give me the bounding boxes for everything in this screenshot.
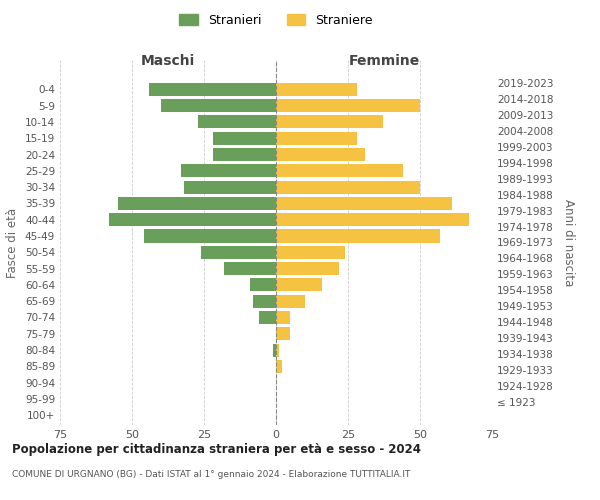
Bar — [273, 344, 276, 356]
Bar — [276, 344, 279, 356]
Bar — [201, 246, 276, 259]
Bar — [276, 230, 440, 242]
Bar — [276, 360, 282, 373]
Bar — [224, 262, 276, 275]
Bar — [212, 132, 276, 144]
Y-axis label: Fasce di età: Fasce di età — [7, 208, 19, 278]
Bar — [198, 116, 276, 128]
Bar — [181, 164, 276, 177]
Bar — [276, 148, 365, 161]
Text: COMUNE DI URGNANO (BG) - Dati ISTAT al 1° gennaio 2024 - Elaborazione TUTTITALIA: COMUNE DI URGNANO (BG) - Dati ISTAT al 1… — [12, 470, 410, 479]
Bar — [143, 230, 276, 242]
Bar — [276, 213, 469, 226]
Bar — [276, 311, 290, 324]
Y-axis label: Anni di nascita: Anni di nascita — [562, 199, 575, 286]
Bar — [149, 83, 276, 96]
Bar — [259, 311, 276, 324]
Bar — [276, 197, 452, 210]
Bar — [276, 278, 322, 291]
Legend: Stranieri, Straniere: Stranieri, Straniere — [174, 8, 378, 32]
Bar — [276, 164, 403, 177]
Bar — [276, 246, 345, 259]
Bar — [253, 294, 276, 308]
Bar — [276, 132, 356, 144]
Bar — [276, 83, 356, 96]
Bar — [276, 116, 383, 128]
Text: Maschi: Maschi — [141, 54, 195, 68]
Bar — [276, 327, 290, 340]
Bar — [250, 278, 276, 291]
Bar — [276, 180, 420, 194]
Bar — [276, 294, 305, 308]
Bar — [212, 148, 276, 161]
Bar — [118, 197, 276, 210]
Text: Popolazione per cittadinanza straniera per età e sesso - 2024: Popolazione per cittadinanza straniera p… — [12, 442, 421, 456]
Bar — [184, 180, 276, 194]
Bar — [161, 99, 276, 112]
Text: Femmine: Femmine — [349, 54, 419, 68]
Bar — [276, 99, 420, 112]
Bar — [109, 213, 276, 226]
Bar — [276, 262, 340, 275]
